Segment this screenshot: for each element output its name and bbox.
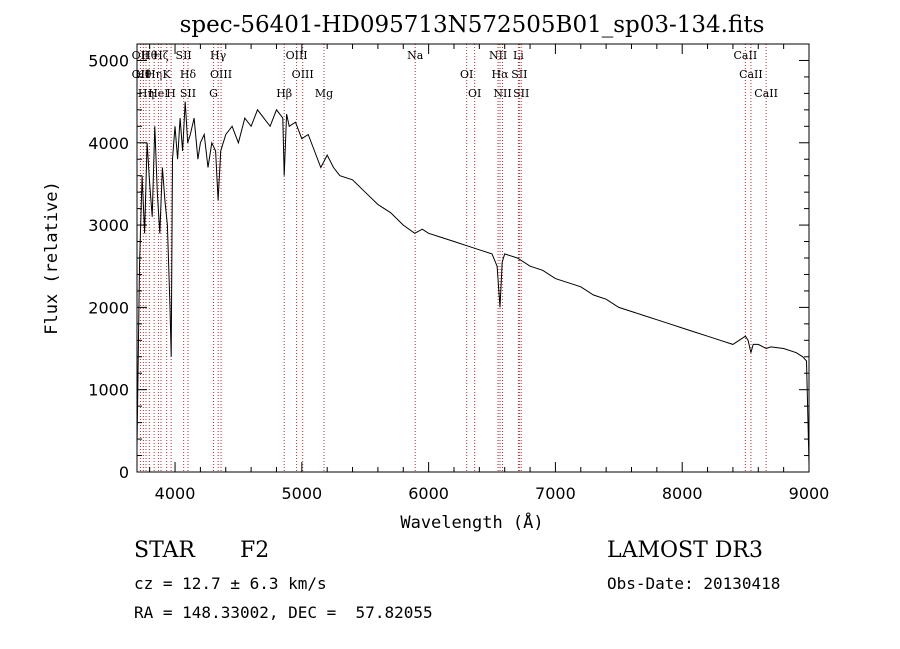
x-tick-label: 9000 [789,484,830,503]
x-tick-label: 4000 [155,484,196,503]
x-tick-label: 7000 [535,484,576,503]
y-tick-label: 4000 [88,134,129,153]
line-marker-label: H [166,87,176,100]
line-marker-label: OII [132,49,150,62]
y-axis-label: Flux (relative) [42,181,62,335]
line-marker-label: Hδ [180,68,197,81]
observation-date: Obs-Date: 20130418 [607,574,781,593]
line-marker-label: Hβ [276,87,292,100]
line-marker-label: Hζ [153,49,169,62]
line-marker-label: NII [493,87,511,100]
line-marker-label: Hη [146,68,162,81]
y-tick-label: 1000 [88,381,129,400]
redshift-value: cz = 12.7 ± 6.3 km/s [134,574,327,593]
x-axis-label: Wavelength (Å) [400,511,543,533]
x-tick-label: 5000 [281,484,322,503]
survey-name: LAMOST DR3 [607,538,763,563]
y-tick-label: 2000 [88,298,129,317]
y-tick-label: 5000 [88,51,129,70]
line-marker-label: OII [132,68,150,81]
line-marker-label: K [163,68,172,81]
line-marker-label: OI [460,68,473,81]
object-class: STAR [134,538,195,563]
y-tick-label: 3000 [88,216,129,235]
line-marker-label: CaII [739,68,763,81]
line-marker-label: CaII [734,49,758,62]
line-marker-label: Hη [138,87,154,100]
line-marker-label: SII [511,68,527,81]
line-marker-label: Hα [491,68,509,81]
line-marker-label: OIII [292,68,314,81]
line-marker-label: G [209,87,218,100]
line-marker-label: CaII [754,87,778,100]
line-marker-label: Li [513,49,524,62]
line-marker-label: Hθ [135,68,152,81]
line-marker-label: Mg [315,87,333,100]
x-tick-label: 6000 [408,484,449,503]
y-tick-label: 0 [119,463,129,482]
line-marker-label: SII [176,49,192,62]
line-marker-label: Na [407,49,424,62]
line-marker-label: OI [468,87,481,100]
line-marker-label: HeI [148,87,168,100]
plot-frame [136,43,810,473]
line-marker-label: OIII [210,68,232,81]
line-marker-label: Hθ [141,49,158,62]
line-marker-label: SII [513,87,529,100]
axis-ticks: 4000 5000 6000 7000 8000 9000 0 1000 2000 3000 400… [88,43,830,503]
line-marker-label: OIII [286,49,308,62]
chart-title: spec-56401-HD095713N572505B01_sp03-134.f… [180,12,765,38]
line-marker-label: Hγ [210,49,227,62]
line-marker-label: NII [489,49,507,62]
spectrum-series-line [136,101,810,464]
spectral-type: F2 [240,538,270,563]
line-marker-label: SII [180,87,196,100]
coordinates: RA = 148.33002, DEC = 57.82055 [134,603,433,622]
x-tick-label: 8000 [662,484,703,503]
